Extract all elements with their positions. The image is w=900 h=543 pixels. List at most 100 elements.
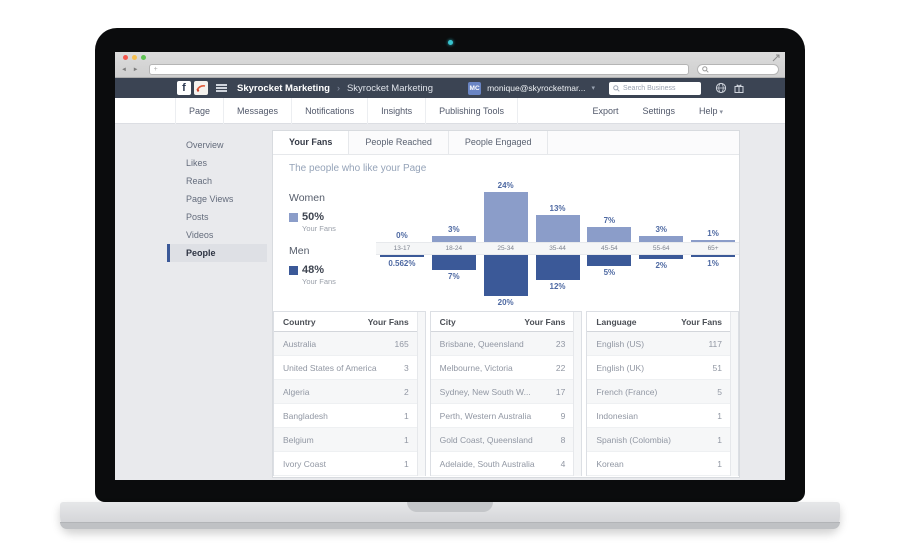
fans-count-cell: 9: [560, 410, 566, 421]
city-table: City Your Fans Brisbane, Queensland 23 Melbo…: [429, 311, 583, 476]
women-bar[interactable]: [535, 214, 580, 242]
nav-item-help[interactable]: Help ▾: [699, 105, 723, 116]
back-forward-buttons[interactable]: ◄ ►: [121, 66, 141, 73]
sidebar-item-page-views[interactable]: Page Views: [186, 194, 234, 204]
age-axis: 13-17 18-24 25-34 35-44 45-54 55-64 65+: [376, 242, 739, 255]
sidebar-item-reach[interactable]: Reach: [186, 176, 213, 186]
city-table-header: City Your Fans: [430, 312, 574, 332]
table-row: Korean 1: [587, 452, 731, 476]
tab-people-engaged[interactable]: People Engaged: [449, 131, 549, 154]
fans-count-cell: 1: [717, 458, 723, 469]
laptop-base: [60, 502, 840, 529]
nav-right-group: Export Settings Help ▾: [580, 98, 735, 124]
page-avatar[interactable]: [194, 81, 208, 95]
men-bar[interactable]: [379, 255, 424, 257]
search-icon: [701, 66, 709, 73]
nav-item-settings[interactable]: Settings: [642, 105, 676, 116]
table-row: Sydney, New South W... 17: [430, 380, 574, 404]
women-value-label: 24%: [497, 180, 514, 190]
country-cell: Australia: [283, 338, 317, 349]
city-cell: Brisbane, Queensland: [439, 338, 524, 349]
city-table-main: City Your Fans Brisbane, Queensland 23 Melbo…: [430, 312, 574, 476]
sidebar-item-people[interactable]: People: [167, 244, 267, 262]
fb-business-header: f Skyrocket Marketing › Skyrocket Market…: [115, 78, 785, 98]
women-bar[interactable]: [639, 235, 684, 242]
chart-col-women-25-34: 24%: [480, 178, 532, 242]
window-controls: [123, 55, 146, 60]
women-bar[interactable]: [483, 191, 528, 242]
fans-count-cell: 1: [717, 434, 723, 445]
nav-item-export[interactable]: Export: [592, 105, 619, 116]
nav-item-messages[interactable]: Messages: [224, 97, 293, 124]
user-avatar[interactable]: MC: [468, 81, 482, 95]
language-table: Language Your Fans English (US) 117 English …: [586, 311, 739, 476]
zoom-window-button[interactable]: [141, 55, 146, 60]
age-tick-label: 55-64: [652, 245, 670, 252]
business-search-placeholder: Search Business: [623, 84, 676, 92]
men-bar[interactable]: [431, 255, 476, 270]
people-tabs: Your Fans People Reached People Engaged: [273, 131, 739, 155]
rocket-logo-icon: [196, 85, 206, 92]
breadcrumb-page-name[interactable]: Skyrocket Marketing: [346, 82, 433, 94]
women-bar[interactable]: [431, 235, 476, 242]
language-table-header: Language Your Fans: [587, 312, 731, 332]
women-swatch-icon: [289, 212, 298, 222]
table-scrollbar-gutter[interactable]: [573, 312, 582, 476]
close-window-button[interactable]: [123, 55, 128, 60]
sidebar-item-overview[interactable]: Overview: [186, 140, 224, 150]
nav-item-notifications[interactable]: Notifications: [292, 97, 369, 124]
men-bar[interactable]: [535, 255, 580, 281]
browser-search-field[interactable]: [696, 64, 779, 75]
fans-count-cell: 8: [560, 434, 566, 445]
country-cell: Algeria: [283, 386, 310, 397]
fullscreen-arrow-icon[interactable]: [772, 54, 780, 62]
sidebar-item-posts[interactable]: Posts: [186, 212, 209, 222]
language-cell: Spanish (Colombia): [596, 434, 671, 445]
user-email[interactable]: monique@skyrocketmar...: [487, 83, 586, 93]
men-value-label: 7%: [448, 271, 460, 281]
legend-women-sub: Your Fans: [302, 224, 336, 233]
globe-icon[interactable]: [715, 82, 727, 94]
nav-item-insights[interactable]: Insights: [368, 97, 427, 124]
chart-col-men-35-44: 12%: [532, 255, 584, 309]
women-bar[interactable]: [587, 227, 632, 242]
facebook-logo-icon[interactable]: f: [177, 81, 191, 95]
sidebar-item-videos[interactable]: Videos: [186, 230, 214, 240]
account-dropdown-caret-icon[interactable]: ▾: [591, 85, 595, 92]
menu-icon[interactable]: [216, 82, 227, 93]
men-bar[interactable]: [587, 255, 632, 266]
table-row: Australia 165: [274, 332, 417, 356]
men-bar[interactable]: [639, 255, 684, 260]
search-icon: [613, 84, 620, 92]
chart-legend: Women 50% Your Fans Men 4: [289, 178, 376, 309]
age-tick-label: 13-17: [393, 245, 411, 252]
age-tick-label: 35-44: [549, 245, 566, 252]
fans-count-cell: 22: [555, 362, 566, 373]
minimize-window-button[interactable]: [132, 55, 137, 60]
women-value-label: 1%: [707, 228, 719, 238]
tab-your-fans[interactable]: Your Fans: [273, 131, 350, 154]
address-bar[interactable]: +: [148, 64, 689, 75]
business-search-field[interactable]: Search Business: [609, 81, 701, 95]
nav-item-page[interactable]: Page: [175, 97, 225, 124]
nav-item-publishing-tools[interactable]: Publishing Tools: [426, 97, 519, 124]
men-bar[interactable]: [483, 255, 528, 296]
men-bar[interactable]: [691, 255, 736, 258]
tab-people-reached[interactable]: People Reached: [349, 131, 449, 154]
browser-chrome: ◄ ► +: [115, 52, 785, 78]
age-tick-label: 25-34: [497, 245, 514, 252]
city-cell: Sydney, New South W...: [439, 386, 531, 397]
table-row: Perth, Western Australia 9: [430, 404, 574, 428]
women-bar[interactable]: [691, 239, 736, 242]
workspace-name[interactable]: Skyrocket Marketing: [237, 82, 330, 94]
table-scrollbar-gutter[interactable]: [416, 312, 425, 476]
men-value-label: 1%: [707, 259, 719, 269]
table-scrollbar-gutter[interactable]: [730, 312, 739, 476]
sidebar-item-likes[interactable]: Likes: [186, 158, 208, 168]
legend-women-pct: 50%: [302, 211, 325, 223]
gift-icon[interactable]: [733, 82, 745, 94]
table-row: Melbourne, Victoria 22: [430, 356, 574, 380]
browser-toolbar: ◄ ► +: [115, 62, 785, 77]
country-cell: United States of America: [283, 362, 377, 373]
chart-col-women-55-64: 3%: [635, 178, 687, 242]
